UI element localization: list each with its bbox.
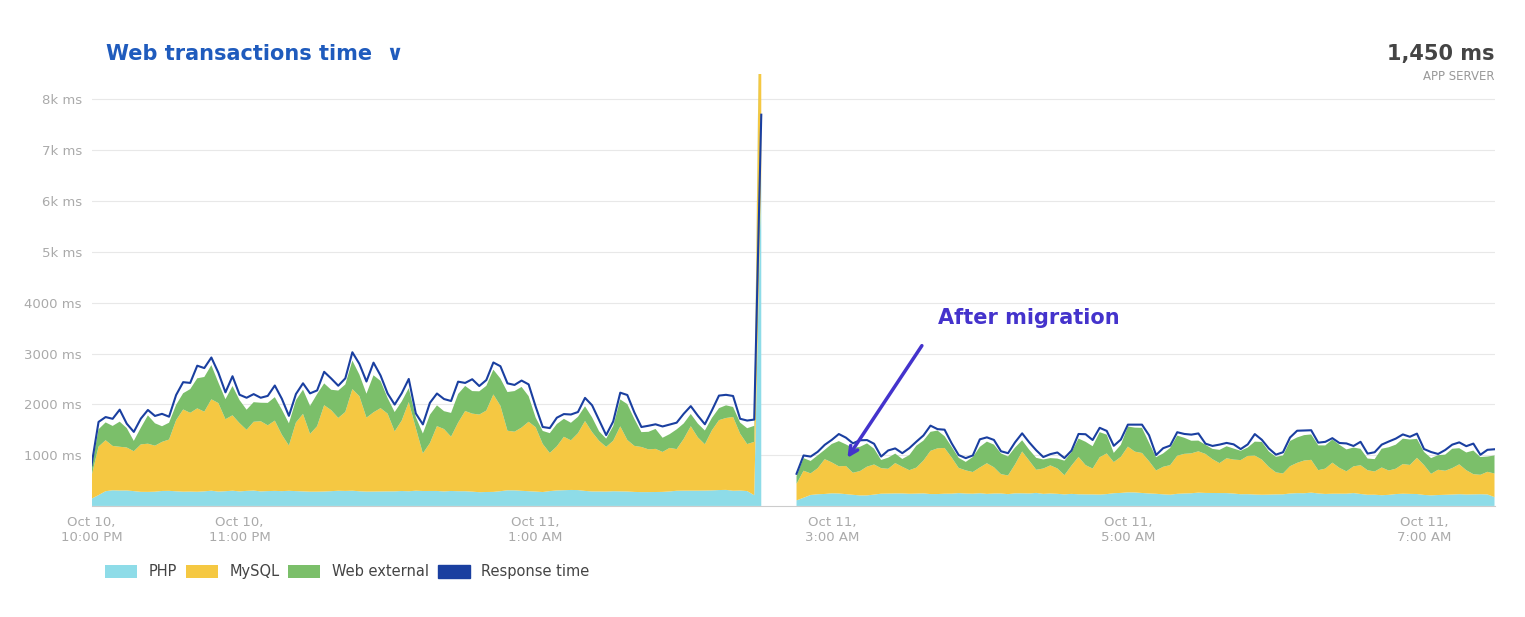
Text: 1,450 ms: 1,450 ms bbox=[1388, 44, 1494, 64]
Text: After migration: After migration bbox=[938, 308, 1119, 328]
Text: Web transactions time  ∨: Web transactions time ∨ bbox=[105, 44, 403, 64]
Text: APP SERVER: APP SERVER bbox=[1423, 70, 1494, 83]
Legend: PHP, MySQL, Web external, Response time: PHP, MySQL, Web external, Response time bbox=[99, 558, 595, 585]
